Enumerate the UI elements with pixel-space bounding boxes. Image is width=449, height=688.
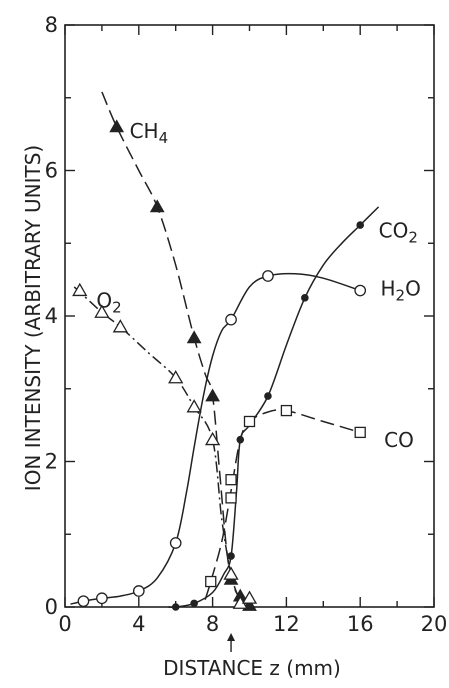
- h2o-point: [77, 595, 90, 608]
- h2o-label: H2O: [380, 277, 420, 305]
- ch4-point: [149, 199, 165, 213]
- co-point: [225, 492, 237, 504]
- y-tick-label: 8: [45, 13, 58, 37]
- co-point: [354, 426, 366, 439]
- h2o-point: [169, 537, 182, 549]
- co-curve: [204, 409, 361, 600]
- ch4-curve: [101, 91, 250, 607]
- ch4-label: CH4: [130, 119, 169, 147]
- co2-curve: [168, 206, 380, 609]
- x-tick-label: 0: [58, 612, 71, 636]
- o2-point: [112, 319, 128, 333]
- h2o-point: [96, 592, 108, 605]
- o2-point: [204, 431, 221, 446]
- co2-point: [264, 392, 272, 400]
- y-tick-label: 2: [45, 450, 58, 474]
- o2-point: [72, 282, 88, 297]
- ch4-point: [109, 119, 125, 133]
- o2-point: [94, 304, 110, 318]
- y-axis-label: ION INTENSITY (ARBITRARY UNITS): [21, 145, 45, 491]
- series-markers: [72, 119, 367, 611]
- x-tick-label: 4: [132, 612, 145, 636]
- o2-point: [186, 399, 202, 413]
- series-curves: [70, 91, 380, 609]
- co2-point: [236, 435, 245, 444]
- co-label: CO: [384, 428, 414, 452]
- co2-point: [356, 221, 365, 229]
- position-arrow-head: [227, 633, 236, 641]
- x-axis-label: DISTANCE z (mm): [163, 656, 341, 680]
- co2-point: [227, 552, 235, 560]
- ch4-point: [186, 330, 202, 344]
- x-tick-label: 8: [206, 612, 219, 636]
- h2o-point: [132, 585, 145, 597]
- h2o-point: [262, 270, 274, 282]
- y-tick-label: 6: [45, 159, 58, 183]
- y-tick-labels: 0 2 4 6 8: [45, 13, 58, 619]
- axis-ticks: [64, 24, 435, 608]
- x-tick-labels: 0 4 8 12 16 20: [58, 612, 447, 636]
- h2o-point: [225, 313, 237, 326]
- o2-point: [241, 590, 258, 604]
- x-tick-label: 12: [273, 612, 300, 636]
- h2o-point: [354, 284, 367, 297]
- co2-label: CO2: [379, 218, 418, 246]
- co-point: [243, 415, 256, 428]
- plot-area: CH4 O2 H2O CO2 CO: [64, 24, 435, 611]
- co2-point: [171, 603, 180, 611]
- x-tick-label: 16: [347, 612, 374, 636]
- o2-point: [223, 566, 239, 580]
- position-marker: [227, 633, 236, 652]
- y-tick-label: 4: [45, 304, 58, 328]
- co2-point: [301, 294, 309, 302]
- co-point: [205, 575, 217, 588]
- series-labels: CH4 O2 H2O CO2 CO: [96, 119, 420, 452]
- ch4-point: [205, 388, 220, 402]
- o2-curve: [73, 286, 250, 605]
- o2-label: O2: [96, 288, 121, 316]
- co-point: [280, 404, 293, 417]
- co2-point: [190, 599, 198, 608]
- y-tick-label: 0: [45, 595, 58, 619]
- x-tick-label: 20: [421, 612, 448, 636]
- o2-point: [168, 370, 184, 384]
- co-point: [225, 474, 237, 486]
